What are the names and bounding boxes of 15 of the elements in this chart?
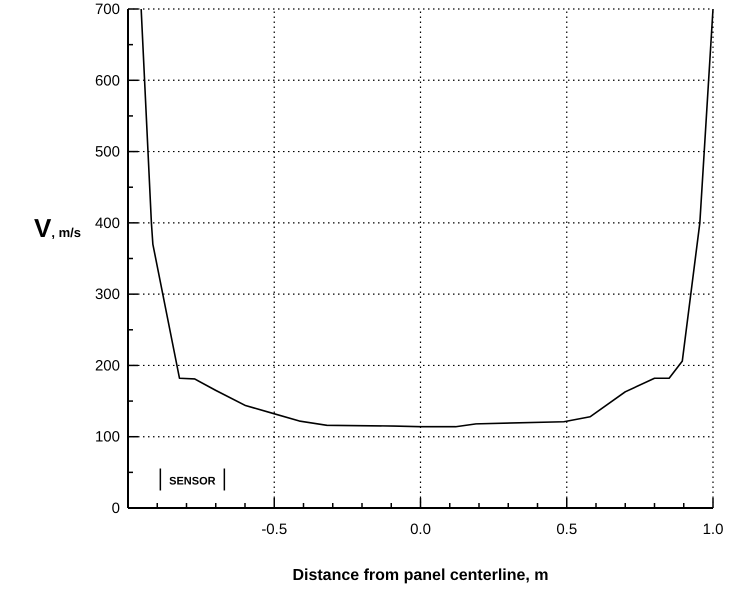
y-tick-label: 600 (94, 72, 120, 90)
y-tick-label: 200 (94, 357, 120, 374)
annotation: SENSOR (169, 475, 216, 488)
y-tick-label: 0 (112, 500, 120, 517)
y-tick-label: 400 (94, 214, 120, 232)
y-tick-label: 100 (94, 428, 120, 446)
y-tick-label: 500 (94, 144, 120, 161)
x-tick-label: 0.0 (410, 521, 431, 538)
y-tick-label: 700 (94, 1, 120, 18)
x-tick-label: 0.5 (556, 521, 578, 538)
x-tick-label: 1.0 (702, 521, 724, 538)
x-axis-title: Distance from panel centerline, m (292, 567, 549, 584)
y-axis-title: V, m/s (34, 213, 81, 244)
x-tick-label: -0.5 (261, 521, 288, 538)
y-tick-label: 300 (94, 286, 120, 304)
